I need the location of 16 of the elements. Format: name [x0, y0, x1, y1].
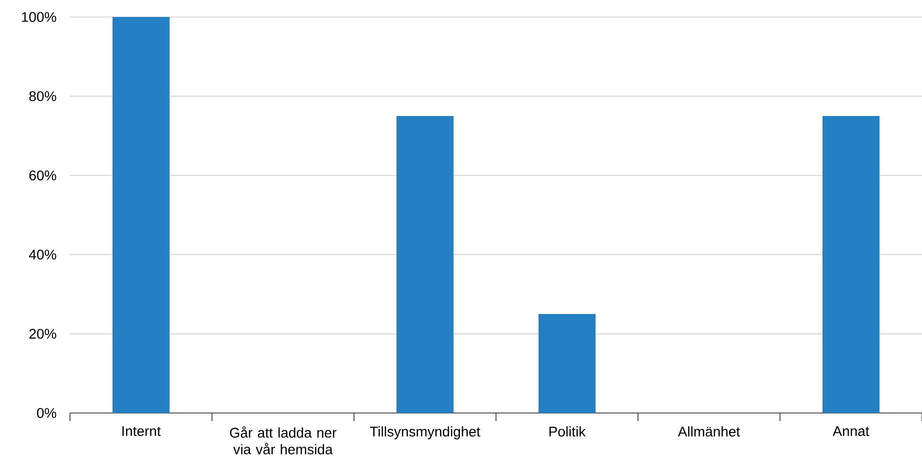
y-tick-label: 40%: [29, 250, 56, 260]
y-tick-label: 0%: [37, 408, 56, 418]
x-tick-label: Allmänhet: [678, 426, 740, 437]
bar: [822, 116, 880, 413]
x-tick-label: Annat: [832, 426, 870, 436]
x-tick-label: Går att ladda ner via vår hemsida: [230, 426, 336, 454]
y-tick-label: 80%: [29, 91, 56, 102]
y-tick-label: 100%: [22, 12, 56, 22]
x-tick-label: Tillsynsmyndighet: [370, 426, 480, 440]
bar: [538, 314, 596, 413]
x-tick-label: Internt: [122, 426, 161, 436]
x-tick-label: Politik: [549, 426, 586, 437]
y-tick-label: 20%: [29, 328, 56, 339]
bar: [112, 16, 170, 413]
y-tick-label: 60%: [29, 170, 56, 180]
bar: [396, 116, 454, 413]
